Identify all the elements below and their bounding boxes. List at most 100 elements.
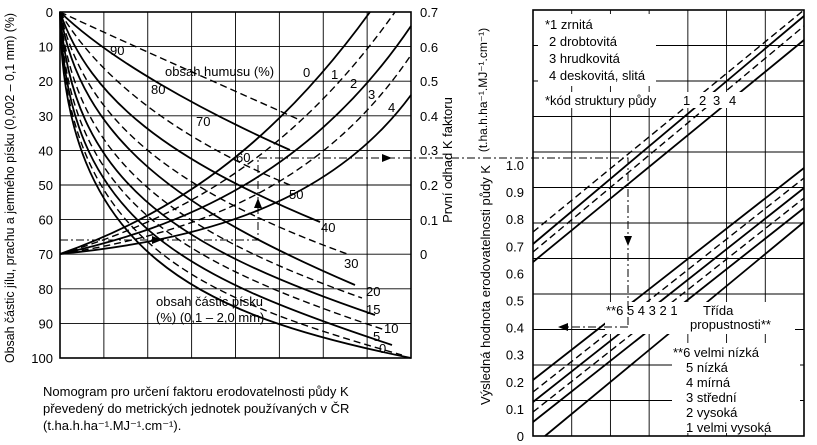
k-tick-0.8: 0.8 [506, 212, 524, 227]
k-axis-ticks: 0 0.1 0.2 0.3 0.4 0.5 0.6 0.7 0.8 0.9 1.0 [506, 158, 524, 444]
left-tick-90: 90 [39, 316, 53, 331]
sand-curve-10 [59, 11, 393, 346]
sand-label-50: 50 [289, 187, 303, 202]
guide-arrow-2 [254, 198, 262, 208]
k-tick-0.6: 0.6 [506, 266, 524, 281]
left-tick-70: 70 [39, 247, 53, 262]
humus-line-0 [59, 11, 371, 255]
left-panel-curves [59, 11, 412, 359]
left-tick-60: 60 [39, 213, 53, 228]
estimate-tick-0: 0 [420, 247, 427, 262]
humus-line-1 [59, 11, 396, 255]
structure-curve-4: 4 [729, 93, 736, 108]
k-tick-0.2: 0.2 [506, 375, 524, 390]
left-tick-50: 50 [39, 178, 53, 193]
sand-curve-80 [59, 11, 291, 151]
permeability-legend-5: 5 nízká [686, 360, 729, 375]
left-tick-100: 100 [31, 351, 53, 366]
sand-curve-40 [59, 11, 356, 286]
permeability-legend-3: 3 střední [686, 390, 737, 405]
sand-title-line2: (%) (0,1 – 2,0 mm) [156, 310, 264, 325]
caption-line3: (t.ha.h.ha⁻¹.MJ⁻¹.cm⁻¹). [43, 418, 181, 433]
guide-arrow-4 [624, 236, 632, 246]
sand-label-0: 0 [379, 341, 386, 356]
permeability-line-5 [532, 177, 805, 393]
structure-legend-3: 3 hrudkovitá [549, 51, 621, 66]
left-tick-10: 10 [39, 40, 53, 55]
sand-curve-90 [59, 11, 301, 121]
first-estimate-axis-ticks: 0.7 0.6 0.5 0.4 0.3 0.2 0.1 0 [420, 5, 438, 262]
k-tick-0.9: 0.9 [506, 185, 524, 200]
estimate-tick-0.7: 0.7 [420, 5, 438, 20]
structure-code-label: *kód struktury půdy [545, 93, 657, 108]
k-tick-0.5: 0.5 [506, 294, 524, 309]
permeability-legend-6: **6 velmi nízká [673, 345, 760, 360]
k-tick-0.3: 0.3 [506, 348, 524, 363]
sand-label-80: 80 [151, 82, 165, 97]
guide-arrow-3 [382, 154, 392, 162]
sand-curve-20 [59, 11, 376, 316]
guide-path-1 [60, 205, 259, 241]
sand-label-30: 30 [344, 256, 358, 271]
sand-label-40: 40 [321, 220, 335, 235]
guide-arrow-1 [152, 236, 162, 244]
structure-line-4 [532, 39, 805, 263]
structure-curve-2: 2 [699, 93, 706, 108]
guide-arrow-5 [558, 323, 568, 331]
humus-label-1: 1 [331, 67, 338, 82]
k-tick-0: 0 [517, 429, 524, 444]
sand-label-5: 5 [373, 329, 380, 344]
sand-curve-5 [59, 11, 403, 356]
structure-legend-1: *1 zrnitá [545, 17, 593, 32]
permeability-legend-box [672, 343, 800, 433]
permeability-legend-4: 4 mírná [686, 375, 731, 390]
sand-label-60: 60 [236, 150, 250, 165]
permeability-title-line2: propustnosti** [690, 317, 771, 332]
k-tick-0.7: 0.7 [506, 239, 524, 254]
k-tick-0.1: 0.1 [506, 402, 524, 417]
caption-line1: Nomogram pro určení faktoru erodovatelno… [43, 384, 349, 399]
humus-label-0: 0 [303, 65, 310, 80]
sand-title-line1: obsah částic písku [156, 294, 263, 309]
estimate-tick-0.6: 0.6 [420, 40, 438, 55]
permeability-legend-1: 1 velmi vysoká [686, 420, 772, 435]
permeability-title-box [605, 302, 795, 334]
left-tick-20: 20 [39, 74, 53, 89]
caption-line2: převedený do metrických jednotek používa… [43, 401, 349, 416]
structure-curve-1: 1 [683, 93, 690, 108]
permeability-line-6 [532, 167, 805, 381]
permeability-line-4 [532, 187, 805, 403]
left-tick-0: 0 [46, 5, 53, 20]
sand-label-10: 10 [384, 321, 398, 336]
structure-line-3 [532, 25, 805, 253]
structure-line-2 [532, 15, 805, 245]
right-panel-curves [532, 9, 805, 437]
left-panel-frame [59, 11, 412, 359]
left-axis-label: Obsah částic jílu, prachu a jemného písk… [2, 13, 17, 363]
guide-lines [60, 154, 632, 331]
sand-label-90: 90 [110, 43, 124, 58]
humus-label-2: 2 [350, 76, 357, 91]
first-estimate-axis-label: První odhad K faktoru [440, 97, 455, 223]
left-axis-ticks: 0 10 20 30 40 50 60 70 80 90 100 [31, 5, 53, 366]
sand-curve-0 [59, 11, 412, 359]
structure-legend-2: 2 drobtovitá [549, 34, 618, 49]
guide-path-2 [257, 157, 629, 327]
sand-label-20: 20 [366, 284, 380, 299]
humus-title: obsah humusu (%) [165, 64, 274, 79]
estimate-tick-0.2: 0.2 [420, 178, 438, 193]
permeability-line-3 [532, 197, 805, 413]
estimate-tick-0.1: 0.1 [420, 213, 438, 228]
k-tick-1.0: 1.0 [506, 158, 524, 173]
sand-label-70: 70 [196, 114, 210, 129]
structure-line-1 [532, 9, 805, 233]
sand-curve-30 [59, 11, 363, 299]
structure-code-box [540, 92, 750, 108]
permeability-legend-2: 2 vysoká [686, 405, 738, 420]
humus-line-3 [59, 54, 412, 255]
humus-label-3: 3 [368, 87, 375, 102]
structure-curve-3: 3 [713, 93, 720, 108]
structure-legend-box [538, 14, 656, 86]
sand-curve-70 [59, 11, 291, 186]
